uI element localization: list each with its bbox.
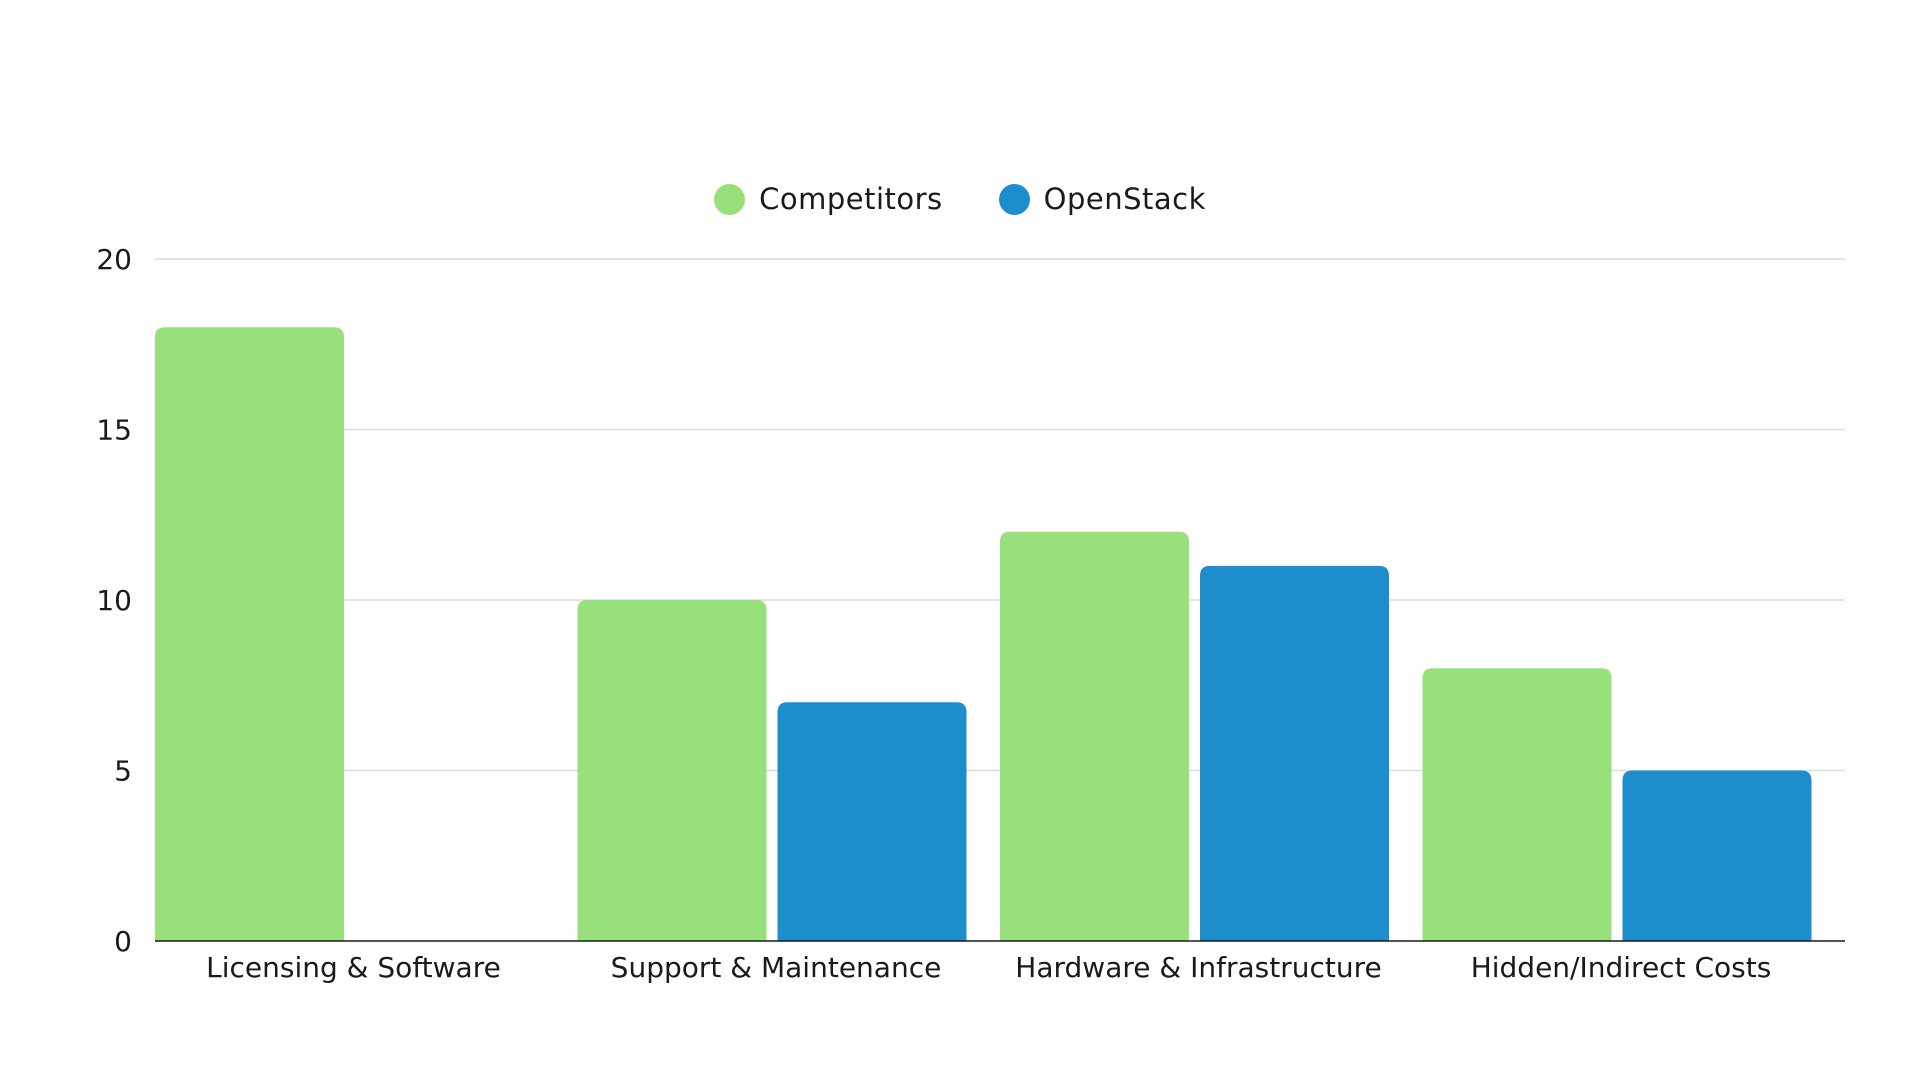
bar-openstack-2: [1200, 565, 1389, 941]
x-category-label: Support & Maintenance: [611, 951, 942, 984]
legend-swatch-competitors: [714, 183, 746, 215]
legend-label-competitors: Competitors: [759, 182, 943, 216]
bar-openstack-3: [1622, 770, 1812, 941]
y-tick-label: 0: [114, 925, 132, 958]
legend-label-openstack: OpenStack: [1043, 182, 1206, 216]
bar-openstack-1: [777, 702, 967, 941]
y-axis-ticks: 0 5 10 15 20: [96, 243, 132, 958]
bar-competitors-0: [155, 327, 344, 941]
bar-competitors-3: [1422, 668, 1612, 941]
y-tick-label: 20: [96, 243, 132, 276]
bars: [155, 327, 1845, 942]
bar-competitors-1: [577, 600, 767, 941]
y-tick-label: 5: [114, 755, 132, 788]
chart-legend: Competitors OpenStack: [0, 182, 1920, 216]
legend-item-openstack: OpenStack: [998, 182, 1206, 216]
bar-competitors-2: [1000, 531, 1189, 941]
x-axis-labels: Licensing & Software Support & Maintenanc…: [206, 951, 1771, 984]
y-tick-label: 15: [96, 414, 132, 447]
legend-item-competitors: Competitors: [714, 182, 943, 216]
x-category-label: Hardware & Infrastructure: [1015, 951, 1381, 984]
y-tick-label: 10: [96, 584, 132, 617]
legend-swatch-openstack: [998, 183, 1030, 215]
x-category-label: Hidden/Indirect Costs: [1471, 951, 1772, 984]
x-category-label: Licensing & Software: [206, 951, 501, 984]
